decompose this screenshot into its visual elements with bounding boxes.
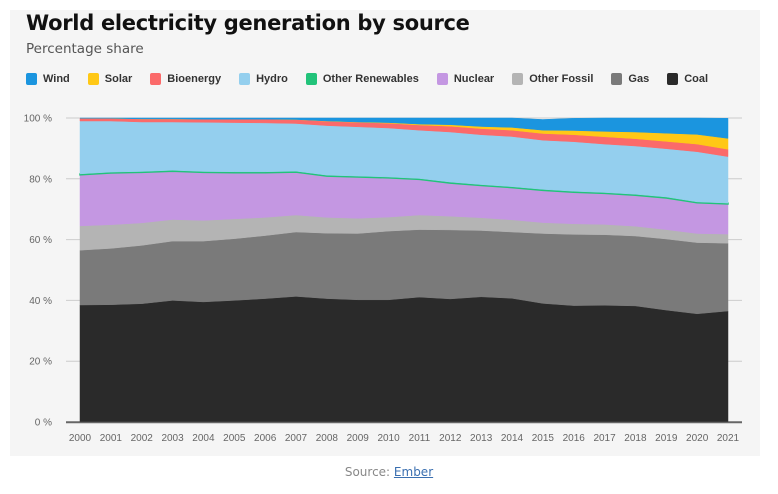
x-tick-label: 2004: [192, 433, 215, 444]
x-tick-label: 2008: [316, 433, 339, 444]
legend-label: Nuclear: [453, 73, 495, 85]
legend-item-gas[interactable]: Gas: [611, 73, 649, 85]
x-tick-label: 2000: [69, 433, 92, 444]
legend: Wind Solar Bioenergy Hydro Other Renewables N…: [26, 73, 726, 85]
legend-label: Other Fossil: [529, 73, 594, 85]
legend-label: Hydro: [256, 73, 288, 85]
y-tick-label: 60 %: [29, 235, 52, 246]
x-tick-label: 2014: [501, 433, 524, 444]
legend-item-other-renewables[interactable]: Other Renewables: [305, 73, 419, 85]
x-tick-label: 2007: [285, 433, 308, 444]
legend-swatch: [26, 73, 37, 85]
legend-item-hydro[interactable]: Hydro: [239, 73, 288, 85]
legend-item-wind[interactable]: Wind: [26, 73, 70, 85]
legend-label: Solar: [104, 73, 133, 85]
area-coal[interactable]: [79, 296, 729, 423]
x-tick-label: 2011: [409, 433, 431, 444]
x-tick-label: 2012: [439, 433, 462, 444]
legend-item-coal[interactable]: Coal: [667, 73, 708, 85]
legend-label: Other Renewables: [322, 73, 419, 85]
y-tick-label: 80 %: [29, 174, 52, 185]
x-tick-label: 2021: [717, 433, 740, 444]
x-tick-label: 2019: [655, 433, 678, 444]
y-tick-label: 100 %: [24, 114, 52, 125]
legend-swatch: [436, 73, 448, 85]
source-label: Source:: [344, 465, 394, 479]
legend-item-solar[interactable]: Solar: [87, 73, 133, 85]
x-tick-label: 2005: [223, 433, 246, 444]
legend-label: Bioenergy: [167, 73, 222, 85]
legend-swatch: [512, 73, 524, 85]
legend-swatch: [667, 73, 679, 85]
x-tick-label: 2013: [470, 433, 493, 444]
x-tick-label: 2002: [131, 433, 154, 444]
area-wind[interactable]: [79, 117, 729, 139]
legend-label: Gas: [628, 73, 650, 85]
x-tick-label: 2015: [532, 433, 555, 444]
legend-swatch: [611, 73, 623, 85]
legend-label: Coal: [684, 73, 709, 85]
y-tick-label: 40 %: [29, 296, 52, 307]
source-note: Source: Ember: [0, 465, 778, 479]
x-tick-label: 2003: [161, 433, 184, 444]
legend-item-other-fossil[interactable]: Other Fossil: [512, 73, 593, 85]
legend-item-bioenergy[interactable]: Bioenergy: [150, 73, 221, 85]
x-tick-label: 2017: [593, 433, 616, 444]
y-tick-label: 0 %: [35, 418, 52, 429]
legend-swatch: [239, 73, 251, 85]
chart-subtitle: Percentage share: [26, 41, 144, 57]
x-tick-label: 2018: [624, 433, 647, 444]
x-tick-label: 2010: [377, 433, 400, 444]
x-tick-label: 2001: [100, 433, 123, 444]
legend-item-nuclear[interactable]: Nuclear: [436, 73, 495, 85]
legend-swatch: [150, 73, 162, 85]
y-tick-label: 20 %: [29, 357, 52, 368]
legend-swatch: [305, 73, 317, 85]
source-link[interactable]: Ember: [393, 465, 434, 479]
legend-label: Wind: [43, 73, 70, 85]
x-tick-label: 2009: [347, 433, 370, 444]
legend-swatch: [87, 73, 99, 85]
x-tick-label: 2016: [563, 433, 586, 444]
x-tick-label: 2006: [254, 433, 277, 444]
chart-title: World electricity generation by source: [26, 11, 470, 35]
x-tick-label: 2020: [686, 433, 709, 444]
